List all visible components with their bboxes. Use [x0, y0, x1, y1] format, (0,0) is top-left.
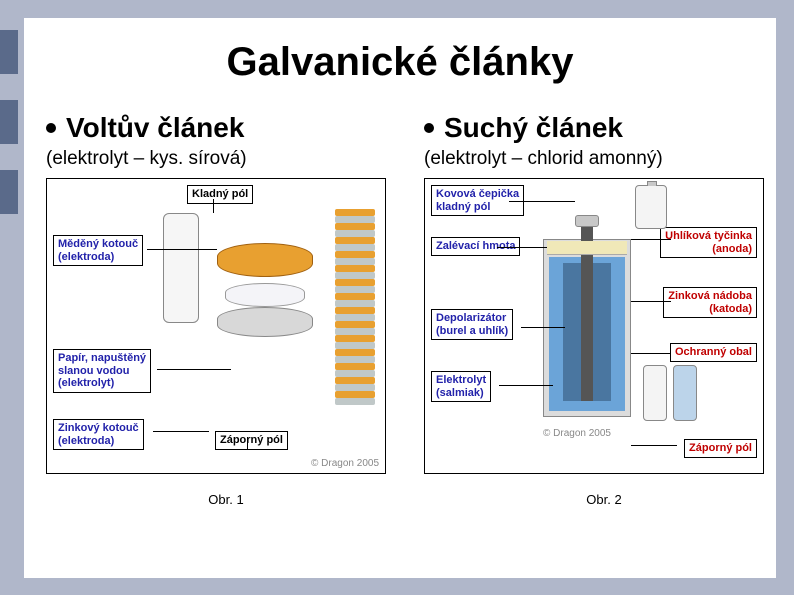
slide: Galvanické články Voltův článek (elektro… — [24, 18, 776, 578]
copyright: © Dragon 2005 — [311, 458, 379, 469]
page-title: Galvanické články — [24, 40, 776, 85]
leader — [631, 445, 677, 446]
cu-disc — [217, 243, 313, 277]
label-uhlik: Uhlíková tyčinka (anoda) — [660, 227, 757, 258]
dry-cell-diagram: Kovová čepička kladný pól Zalévací hmota… — [424, 178, 764, 474]
label-kladny-pol: Kladný pól — [187, 185, 253, 204]
right-subheading: (elektrolyt – chlorid amonný) — [424, 148, 784, 170]
leader — [157, 369, 231, 370]
volta-pile — [335, 209, 375, 405]
battery-outline — [635, 185, 667, 229]
battery-core — [673, 365, 697, 421]
leader — [499, 385, 553, 386]
left-subheading: (elektrolyt – kys. sírová) — [46, 148, 406, 170]
label-zaporny-pol: Záporný pól — [215, 431, 288, 450]
zn-disc — [217, 307, 313, 337]
copyright: © Dragon 2005 — [543, 428, 611, 439]
leader — [153, 431, 209, 432]
right-column: Suchý článek (elektrolyt – chlorid amonn… — [424, 112, 784, 507]
left-heading: Voltův článek — [66, 112, 244, 144]
label-depol: Depolarizátor (burel a uhlík) — [431, 309, 513, 340]
label-zinkn: Zinková nádoba (katoda) — [663, 287, 757, 318]
leader — [509, 201, 575, 202]
left-column: Voltův článek (elektrolyt – kys. sírová)… — [46, 112, 406, 507]
left-caption: Obr. 1 — [46, 492, 406, 507]
label-medeny: Měděný kotouč (elektroda) — [53, 235, 143, 266]
leader — [631, 239, 671, 240]
leader — [213, 199, 214, 213]
right-caption: Obr. 2 — [424, 492, 784, 507]
side-tab — [0, 30, 18, 74]
seal — [547, 241, 627, 255]
leader — [521, 327, 565, 328]
bullet-icon — [46, 123, 56, 133]
leader — [247, 437, 248, 449]
bullet-row: Voltův článek — [46, 112, 406, 144]
bullet-row: Suchý článek — [424, 112, 784, 144]
label-elektrolyt: Elektrolyt (salmiak) — [431, 371, 491, 402]
label-papir: Papír, napuštěný slanou vodou (elektroly… — [53, 349, 151, 393]
leader — [631, 353, 671, 354]
leader — [497, 247, 547, 248]
label-obal: Ochranný obal — [670, 343, 757, 362]
volta-pile-outline — [163, 213, 199, 323]
side-tab — [0, 100, 18, 144]
metal-cap — [575, 215, 599, 227]
volta-diagram: Kladný pól Měděný kotouč (elektroda) Pap… — [46, 178, 386, 474]
bullet-icon — [424, 123, 434, 133]
paper-disc — [225, 283, 305, 307]
battery-shell — [643, 365, 667, 421]
label-zinkovy: Zinkový kotouč (elektroda) — [53, 419, 144, 450]
label-zaporny: Záporný pól — [684, 439, 757, 458]
right-heading: Suchý článek — [444, 112, 623, 144]
leader — [147, 249, 217, 250]
leader — [631, 301, 671, 302]
side-tab — [0, 170, 18, 214]
